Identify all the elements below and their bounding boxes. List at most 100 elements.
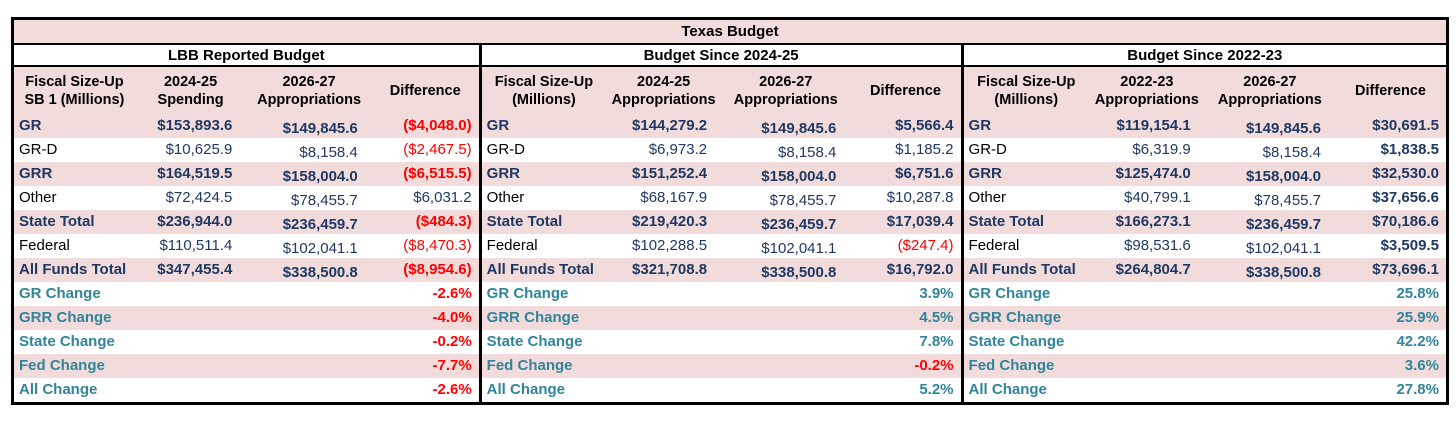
value-cell-period-2: $149,845.6 bbox=[282, 120, 358, 137]
table-row: GR $119,154.1 $149,845.6 $30,691.5 bbox=[963, 114, 1446, 138]
column-header-period-1: 2024-25 Spending bbox=[135, 67, 247, 114]
change-label: All Change bbox=[968, 381, 1047, 398]
value-cell-period-2: $158,004.0 bbox=[1245, 168, 1322, 185]
value-cell-period-1: $119,154.1 bbox=[1116, 117, 1191, 134]
change-row: All Change -2.6% bbox=[14, 378, 479, 402]
column-header-line: 2026-27 bbox=[759, 73, 813, 90]
value-cell-period-1: $236,944.0 bbox=[157, 213, 233, 230]
table-row: All Funds Total $347,455.4 $338,500.8 ($8,9… bbox=[14, 258, 479, 282]
table-row: State Total $219,420.3 $236,459.7 $17,039.4 bbox=[481, 210, 961, 234]
column-header-line: Fiscal Size-Up bbox=[494, 73, 594, 90]
column-header-fiscal-size-up: Fiscal Size-Up (Millions) bbox=[482, 67, 607, 114]
change-row: Fed Change 3.6% bbox=[963, 354, 1446, 378]
difference-cell: ($8,954.6) bbox=[403, 261, 472, 278]
column-header-line: 2024-25 bbox=[163, 73, 218, 90]
difference-cell: ($6,515.5) bbox=[403, 165, 472, 182]
change-label: GRR Change bbox=[968, 309, 1062, 326]
table-row: Other $40,799.1 $78,455.7 $37,656.6 bbox=[963, 186, 1446, 210]
row-label: State Total bbox=[968, 213, 1045, 230]
section-rows: GR $144,279.2 $149,845.6 $5,566.4 GR-D $6,973… bbox=[481, 114, 961, 402]
change-row: State Change 42.2% bbox=[963, 330, 1446, 354]
table-row: GRR $125,474.0 $158,004.0 $32,530.0 bbox=[963, 162, 1446, 186]
change-label: Fed Change bbox=[968, 357, 1055, 374]
row-label: GRR bbox=[968, 165, 1002, 182]
change-value: -2.6% bbox=[432, 381, 472, 398]
row-label: State Total bbox=[19, 213, 95, 230]
change-label: GR Change bbox=[968, 285, 1051, 302]
column-header-fiscal-size-up: Fiscal Size-Up (Millions) bbox=[964, 67, 1089, 114]
value-cell-period-2: $8,158.4 bbox=[299, 144, 358, 161]
column-header-line: Appropriations bbox=[1217, 91, 1322, 108]
section-header: LBB Reported Budget bbox=[14, 45, 479, 67]
value-cell-period-1: $153,893.6 bbox=[157, 117, 233, 134]
difference-cell: $6,031.2 bbox=[413, 189, 472, 206]
change-row: GR Change -2.6% bbox=[14, 282, 479, 306]
difference-cell: $5,566.4 bbox=[895, 117, 954, 134]
change-row: All Change 5.2% bbox=[481, 378, 961, 402]
change-label: GRR Change bbox=[486, 309, 580, 326]
value-cell-period-2: $8,158.4 bbox=[1262, 144, 1322, 161]
column-header-line: Spending bbox=[157, 91, 224, 108]
row-label: State Total bbox=[486, 213, 563, 230]
change-row: State Change 7.8% bbox=[481, 330, 961, 354]
change-label: State Change bbox=[19, 333, 115, 350]
column-header-line: 2022-23 bbox=[1120, 73, 1174, 90]
change-label: GR Change bbox=[486, 285, 569, 302]
column-headers: Fiscal Size-Up SB 1 (Millions) 2024-25 S… bbox=[14, 67, 479, 114]
difference-cell: $1,185.2 bbox=[895, 141, 954, 158]
difference-cell: ($484.3) bbox=[415, 213, 472, 230]
change-label: GRR Change bbox=[19, 309, 112, 326]
column-header-line: SB 1 (Millions) bbox=[24, 91, 125, 108]
table-row: Federal $110,511.4 $102,041.1 ($8,470.3) bbox=[14, 234, 479, 258]
change-value: -0.2% bbox=[914, 357, 954, 374]
value-cell-period-2: $8,158.4 bbox=[777, 144, 837, 161]
column-header-line: 2026-27 bbox=[282, 73, 336, 90]
table-row: GR-D $6,319.9 $8,158.4 $1,838.5 bbox=[963, 138, 1446, 162]
section-rows: GR $153,893.6 $149,845.6 ($4,048.0) GR-D $10,… bbox=[14, 114, 479, 402]
change-label: All Change bbox=[486, 381, 566, 398]
value-cell-period-1: $151,252.4 bbox=[632, 165, 708, 182]
value-cell-period-1: $102,288.5 bbox=[632, 237, 708, 254]
row-label: GR-D bbox=[19, 141, 58, 158]
row-label: GR-D bbox=[486, 141, 525, 158]
column-header-line: Fiscal Size-Up bbox=[25, 73, 124, 90]
table-row: All Funds Total $264,804.7 $338,500.8 $73,6… bbox=[963, 258, 1446, 282]
section-header: Budget Since 2022-23 bbox=[963, 45, 1446, 67]
change-label: Fed Change bbox=[19, 357, 105, 374]
change-label: All Change bbox=[19, 381, 98, 398]
change-row: GR Change 25.8% bbox=[963, 282, 1446, 306]
difference-cell: ($2,467.5) bbox=[403, 141, 472, 158]
value-cell-period-1: $6,973.2 bbox=[648, 141, 708, 158]
table-row: Other $68,167.9 $78,455.7 $10,287.8 bbox=[481, 186, 961, 210]
difference-cell: ($4,048.0) bbox=[403, 117, 472, 134]
value-cell-period-2: $338,500.8 bbox=[761, 264, 837, 281]
value-cell-period-1: $166,273.1 bbox=[1115, 213, 1191, 230]
difference-cell: $1,838.5 bbox=[1380, 141, 1439, 158]
change-row: Fed Change -0.2% bbox=[481, 354, 961, 378]
value-cell-period-1: $98,531.6 bbox=[1124, 237, 1191, 254]
change-label: State Change bbox=[486, 333, 583, 350]
difference-cell: $17,039.4 bbox=[886, 213, 954, 230]
row-label: All Funds Total bbox=[486, 261, 594, 278]
change-row: GRR Change -4.0% bbox=[14, 306, 479, 330]
column-header-line: Difference bbox=[869, 82, 941, 99]
table-row: GR $153,893.6 $149,845.6 ($4,048.0) bbox=[14, 114, 479, 138]
column-headers: Fiscal Size-Up (Millions) 2024-25 Approp… bbox=[481, 67, 961, 114]
column-header-period-2: 2026-27 Appropriations bbox=[246, 67, 371, 114]
value-cell-period-1: $164,519.5 bbox=[157, 165, 233, 182]
column-header-line: Difference bbox=[389, 82, 461, 99]
row-label: All Funds Total bbox=[19, 261, 127, 278]
column-header-difference: Difference bbox=[372, 67, 479, 114]
value-cell-period-1: $219,420.3 bbox=[632, 213, 708, 230]
change-value: 4.5% bbox=[919, 309, 954, 326]
difference-cell: $73,696.1 bbox=[1372, 261, 1439, 278]
table-row: Federal $102,288.5 $102,041.1 ($247.4) bbox=[481, 234, 961, 258]
row-label: All Funds Total bbox=[968, 261, 1076, 278]
change-value: 27.8% bbox=[1396, 381, 1439, 398]
row-label: Federal bbox=[19, 237, 70, 254]
value-cell-period-1: $68,167.9 bbox=[640, 189, 708, 206]
change-value: 25.9% bbox=[1396, 309, 1439, 326]
table-row: State Total $236,944.0 $236,459.7 ($484.3) bbox=[14, 210, 479, 234]
difference-cell: $6,751.6 bbox=[895, 165, 954, 182]
value-cell-period-2: $102,041.1 bbox=[761, 240, 837, 257]
